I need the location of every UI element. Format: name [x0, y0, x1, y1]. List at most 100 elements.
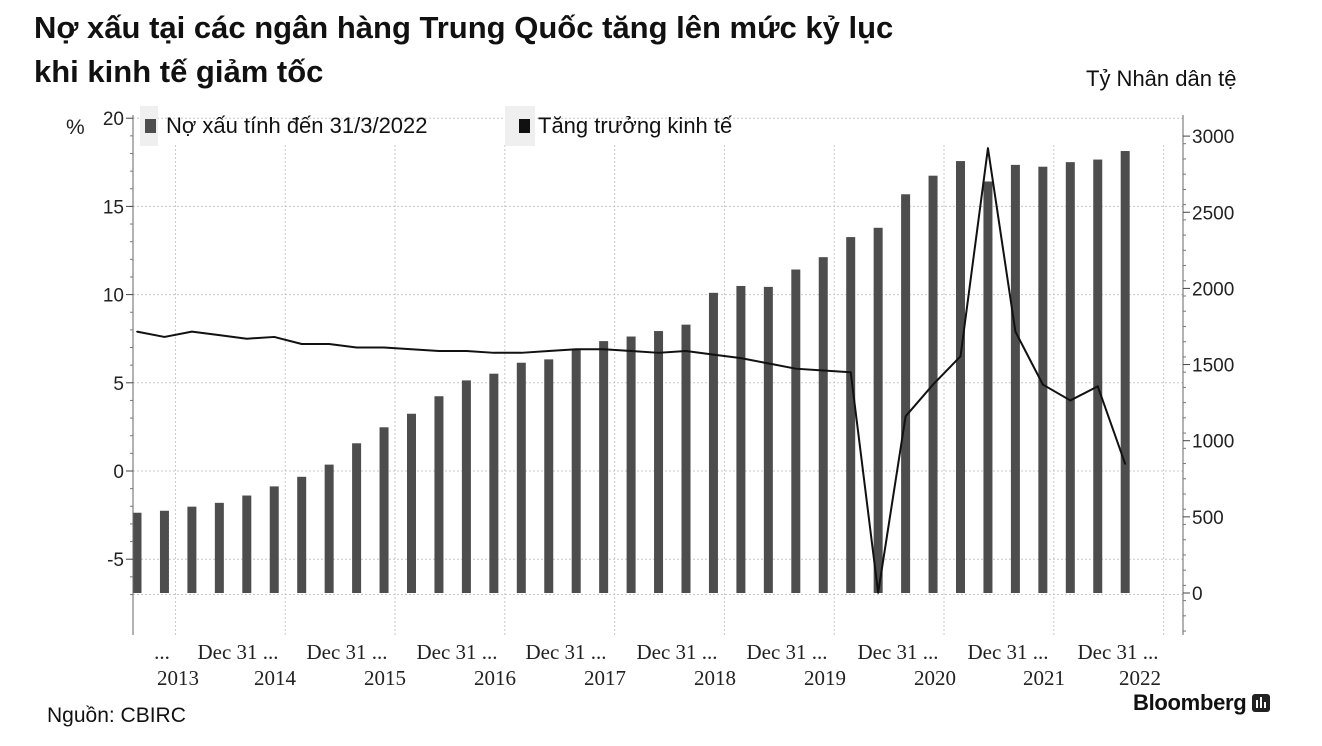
line-point: [191, 330, 193, 333]
bar: [571, 349, 581, 593]
bar: [489, 373, 499, 593]
bar: [956, 161, 965, 593]
x-year-label: 2013: [157, 666, 199, 690]
legend: Nợ xấu tính đến 31/3/2022 Tăng trưởng ki…: [140, 106, 732, 146]
line-point: [163, 336, 166, 338]
bar: [763, 286, 773, 593]
line-point: [877, 591, 879, 594]
line-point: [1042, 383, 1044, 386]
right-axis-unit: Tỷ Nhân dân tệ: [1086, 66, 1237, 91]
bloomberg-wordmark: Bloomberg: [1133, 690, 1247, 715]
bar: [544, 359, 554, 593]
right-axis-labels: 0 500 1000 1500 2000 2500 3000: [1192, 127, 1234, 605]
legend-swatch-line: [519, 119, 530, 133]
bar: [1120, 151, 1130, 594]
bar: [983, 181, 993, 593]
x-tick-label: Dec 31 ...: [746, 640, 827, 664]
line-point: [328, 343, 330, 345]
line-point: [218, 334, 221, 336]
line-point: [712, 353, 715, 356]
bar: [434, 396, 444, 593]
right-tick-label: 500: [1192, 508, 1224, 529]
line-point: [630, 350, 632, 352]
x-year-label: 2017: [584, 666, 626, 690]
line-point: [795, 367, 797, 370]
source-note: Nguồn: CBIRC: [47, 704, 186, 727]
chart-title-line2: khi kinh tế giảm tốc: [34, 54, 324, 89]
x-tick-label: Dec 31 ...: [1077, 640, 1158, 664]
bar: [352, 443, 362, 593]
bar-series: [132, 151, 1130, 594]
right-tick-label: 1500: [1192, 356, 1234, 377]
line-point: [1069, 399, 1072, 402]
line-point: [410, 348, 413, 351]
x-tick-label: Dec 31 ...: [857, 640, 938, 664]
bar: [297, 476, 307, 593]
x-year-label: 2016: [474, 666, 516, 690]
legend-label-bars: Nợ xấu tính đến 31/3/2022: [166, 113, 428, 138]
bar: [461, 380, 471, 593]
bar: [681, 324, 691, 593]
line-point: [246, 337, 248, 340]
bar: [324, 464, 334, 593]
bar: [1065, 162, 1075, 593]
left-tick-label: 20: [103, 109, 124, 130]
left-axis-unit: %: [66, 116, 85, 139]
right-tick-label: 1000: [1192, 432, 1234, 453]
line-point: [493, 352, 495, 354]
bar: [187, 506, 197, 593]
x-tick-label: ...: [154, 640, 170, 664]
x-year-label: 2019: [804, 666, 846, 690]
x-tick-label: Dec 31 ...: [416, 640, 497, 664]
line-point: [685, 350, 687, 352]
left-tick-label: -5: [107, 550, 124, 571]
x-tick-label: Dec 31 ...: [636, 640, 717, 664]
x-year-label: 2018: [694, 666, 736, 690]
bar: [873, 227, 883, 593]
left-axis-labels: -5 0 5 10 15 20: [103, 109, 124, 571]
line-point: [904, 415, 907, 418]
line-point: [575, 348, 577, 351]
line-point: [300, 343, 303, 345]
line-point: [1096, 385, 1099, 388]
bar: [516, 362, 526, 593]
left-tick-label: 15: [103, 197, 124, 218]
bloomberg-logo: Bloomberg: [1133, 690, 1271, 716]
bar: [407, 413, 416, 593]
x-tick-label: Dec 31 ...: [967, 640, 1048, 664]
left-tick-label: 10: [103, 286, 124, 307]
axes: [126, 115, 1190, 635]
line-point: [547, 350, 550, 352]
bar: [1093, 159, 1103, 593]
right-tick-label: 3000: [1192, 127, 1234, 148]
bar: [599, 341, 609, 593]
bloomberg-terminal-icon: [1252, 694, 1271, 712]
line-point: [740, 357, 742, 359]
bar: [654, 331, 664, 593]
line-point: [987, 147, 989, 149]
bar: [818, 257, 828, 593]
x-axis-labels: ... Dec 31 ... Dec 31 ... Dec 31 ... Dec 31 …: [154, 640, 1161, 690]
bar: [901, 194, 911, 593]
line-point: [355, 346, 358, 349]
line-point: [465, 350, 468, 352]
bar: [242, 495, 252, 593]
bar: [1038, 166, 1048, 594]
bar: [626, 336, 636, 593]
right-tick-label: 2500: [1192, 203, 1234, 224]
legend-label-line: Tăng trưởng kinh tế: [538, 113, 732, 138]
chart-title: Nợ xấu tại các ngân hàng Trung Quốc tăng…: [34, 6, 1134, 94]
x-tick-label: Dec 31 ...: [306, 640, 387, 664]
bar: [159, 510, 169, 593]
left-tick-label: 0: [113, 462, 124, 483]
bar: [708, 292, 718, 593]
line-series: [136, 147, 1127, 594]
x-tick-label: Dec 31 ...: [197, 640, 278, 664]
line-point: [520, 352, 523, 354]
line-point: [767, 362, 770, 365]
chart-title-line1: Nợ xấu tại các ngân hàng Trung Quốc tăng…: [34, 10, 894, 45]
line-point: [136, 330, 138, 333]
bar: [736, 285, 746, 593]
x-year-label: 2020: [914, 666, 956, 690]
